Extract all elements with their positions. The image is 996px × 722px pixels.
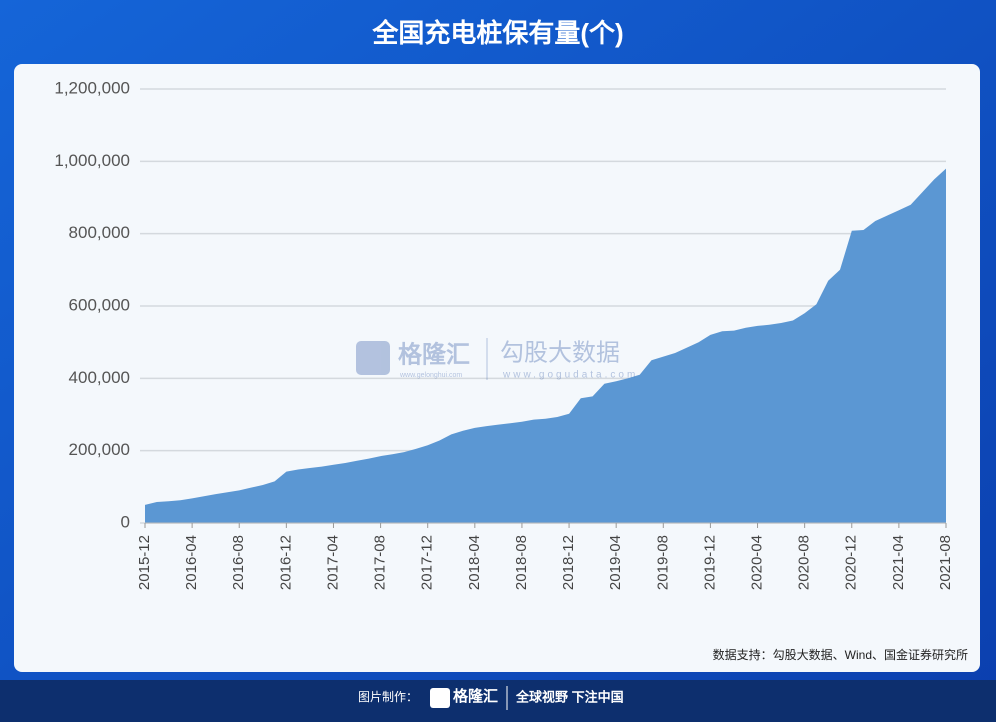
watermark-partner-url: www.gogudata.com bbox=[502, 370, 638, 381]
watermark-partner: 勾股大数据 bbox=[500, 339, 620, 366]
x-tick-label: 2018-04 bbox=[466, 535, 483, 590]
watermark: 格隆汇 www.gelonghui.com 勾股大数据 www.gogudata… bbox=[356, 338, 638, 381]
x-tick-label: 2017-12 bbox=[419, 535, 436, 590]
chart-title: 全国充电桩保有量(个) bbox=[371, 18, 623, 48]
x-tick-label: 2021-08 bbox=[937, 535, 954, 590]
x-tick-label: 2017-08 bbox=[372, 535, 389, 590]
x-tick-label: 2016-08 bbox=[230, 535, 247, 590]
y-tick-label: 1,000,000 bbox=[54, 151, 130, 170]
y-tick-label: 0 bbox=[121, 512, 130, 531]
watermark-brand: 格隆汇 bbox=[398, 340, 470, 368]
y-tick-label: 600,000 bbox=[69, 295, 130, 314]
x-tick-label: 2019-04 bbox=[607, 535, 624, 590]
x-tick-label: 2019-08 bbox=[654, 535, 671, 590]
x-tick-label: 2015-12 bbox=[136, 535, 153, 590]
source-note: 数据支持：勾股大数据、Wind、国金证券研究所 bbox=[713, 647, 968, 662]
y-tick-label: 200,000 bbox=[69, 440, 130, 459]
x-tick-label: 2021-04 bbox=[890, 535, 907, 590]
y-tick-label: 1,200,000 bbox=[54, 78, 130, 97]
x-tick-label: 2020-04 bbox=[748, 535, 765, 590]
x-tick-label: 2019-12 bbox=[701, 535, 718, 590]
watermark-url: www.gelonghui.com bbox=[399, 372, 462, 379]
y-tick-label: 800,000 bbox=[69, 223, 130, 242]
x-tick-label: 2016-04 bbox=[183, 535, 200, 590]
x-tick-label: 2018-08 bbox=[513, 535, 530, 590]
y-tick-label: 400,000 bbox=[69, 368, 130, 387]
x-tick-label: 2016-12 bbox=[277, 535, 294, 590]
footer-slogan: 全球视野 下注中国 bbox=[515, 689, 624, 704]
x-tick-label: 2020-12 bbox=[843, 535, 860, 590]
x-tick-label: 2017-04 bbox=[324, 535, 341, 590]
x-tick-label: 2020-08 bbox=[796, 535, 813, 590]
area bbox=[145, 168, 946, 523]
plot: 0 200,000 400,000 600,000 800,000 1,000,000 1,… bbox=[54, 78, 954, 590]
footer-logo bbox=[430, 688, 450, 708]
logo-icon bbox=[356, 341, 390, 375]
footer-band bbox=[0, 680, 996, 722]
x-tick-label: 2018-12 bbox=[560, 535, 577, 590]
footer-brand: 格隆汇 bbox=[453, 687, 498, 705]
footer-made-by: 图片制作： bbox=[358, 690, 418, 704]
